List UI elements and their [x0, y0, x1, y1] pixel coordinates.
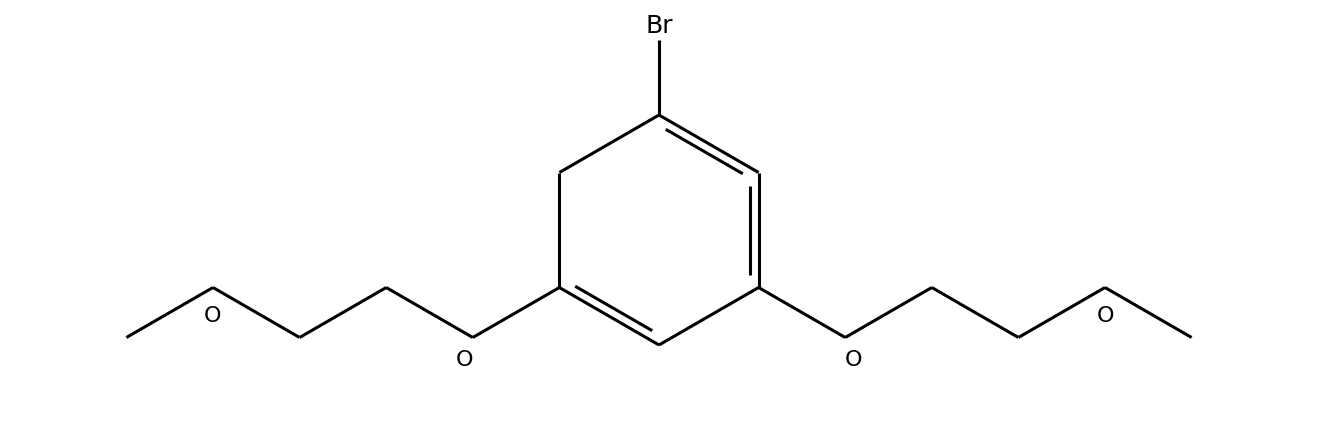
Text: Br: Br: [646, 14, 672, 38]
Text: O: O: [845, 349, 862, 369]
Text: O: O: [456, 349, 473, 369]
Text: O: O: [204, 305, 221, 325]
Text: O: O: [1097, 305, 1114, 325]
